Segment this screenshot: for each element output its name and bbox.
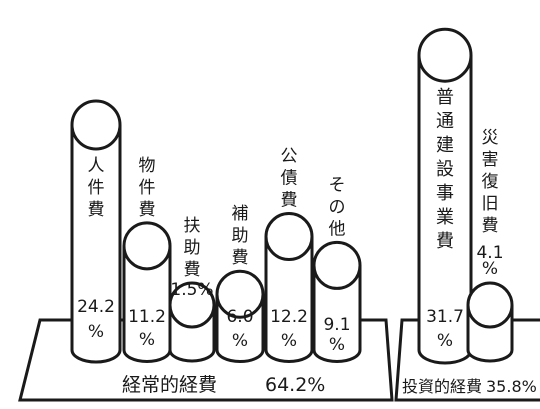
- cylinder-value: 4.1: [476, 243, 503, 263]
- cylinder-cap: [215, 269, 265, 319]
- cylinder-5: 公債費 12.2%: [264, 147, 314, 363]
- cylinder-8: 災害復旧費 4.1%: [466, 128, 514, 363]
- cylinder-4: 補助費 6.0%: [215, 204, 265, 363]
- cylinder-label: 普通建設事業費: [436, 87, 454, 252]
- cylinder-cap: [264, 212, 314, 262]
- cylinder-value: 11.2: [128, 307, 166, 327]
- cylinder-cap: [417, 27, 473, 83]
- cylinder-value: 1.5%: [170, 280, 213, 300]
- cylinder-percent: %: [88, 322, 104, 342]
- cylinder-label: 扶助費: [184, 216, 201, 280]
- cylinder-value: 24.2: [77, 297, 115, 317]
- cylinder-body: [312, 265, 362, 363]
- investment-group-total: 35.8%: [486, 377, 537, 396]
- cylinder-1: 人件費 24.2%: [70, 99, 122, 364]
- cylinder-percent: %: [232, 331, 248, 351]
- cylinder-label: 災害復旧費: [482, 128, 499, 236]
- ordinary-group-label: 経常的経費: [122, 374, 217, 396]
- cylinder-7: 普通建設事業費 31.7%: [417, 27, 473, 365]
- cylinder-value: 6.0: [226, 307, 253, 327]
- cylinder-percent: %: [329, 335, 345, 355]
- cylinder-2: 物件費 11.2%: [122, 156, 172, 363]
- cylinder-body: [122, 245, 172, 363]
- cylinder-body: [70, 124, 122, 364]
- group-labels: 経常的経費 64.2% 投資的経費 35.8%: [122, 374, 537, 396]
- cylinder-percent: %: [437, 331, 453, 351]
- cylinder-value: 31.7: [426, 307, 464, 327]
- cylinder-label: その他: [329, 175, 346, 239]
- cylinder-percent: %: [482, 259, 498, 279]
- cylinder-value: 9.1: [323, 315, 350, 335]
- cylinder-label: 補助費: [232, 204, 249, 268]
- cylinder-6: その他 9.1%: [312, 175, 362, 363]
- cylinder-cap: [168, 281, 216, 329]
- cylinders: 人件費24.2%物件費11.2%扶助費1.5%補助費6.0%公債費12.2%その…: [70, 27, 514, 365]
- cylinder-cap: [70, 99, 122, 151]
- cylinder-label: 物件費: [139, 156, 156, 220]
- investment-group-label: 投資的経費: [402, 377, 482, 396]
- cylinder-percent: %: [139, 330, 155, 350]
- cylinder-body: [264, 236, 314, 363]
- cylinder-label: 人件費: [88, 156, 105, 220]
- ordinary-group-total: 64.2%: [265, 374, 325, 396]
- cylinder-value: 12.2: [270, 307, 308, 327]
- cylinder-cap: [312, 240, 362, 290]
- cylinder-cap: [466, 281, 514, 329]
- cylinder-label: 公債費: [281, 147, 298, 211]
- cylinder-percent: %: [281, 331, 297, 351]
- cylinder-cap: [122, 221, 172, 271]
